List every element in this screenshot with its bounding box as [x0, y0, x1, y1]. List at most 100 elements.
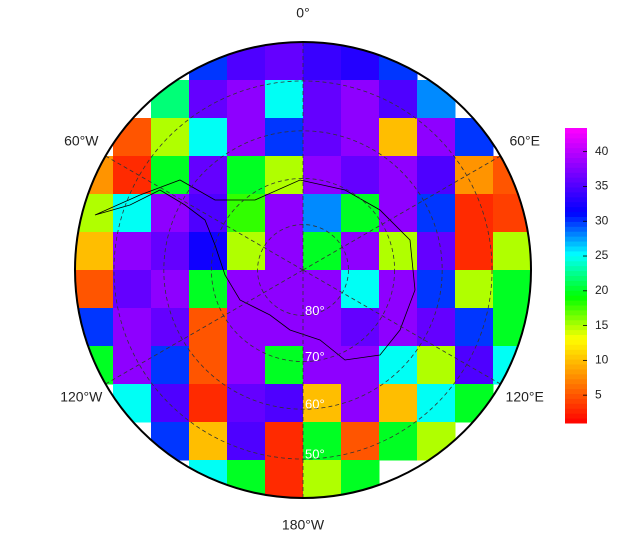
colorbar-swatch [565, 364, 587, 370]
colorbar-swatch [565, 354, 587, 360]
raster-cell [455, 270, 494, 309]
raster-cell [493, 156, 531, 195]
colorbar-swatch [565, 226, 587, 232]
raster-cell [227, 422, 266, 461]
colorbar-swatch [565, 418, 587, 424]
raster-cell [75, 232, 114, 271]
raster-cell [227, 156, 266, 195]
colorbar-swatch [565, 398, 587, 404]
colorbar-swatch [565, 378, 587, 385]
colorbar-swatch [565, 221, 587, 227]
colorbar-swatch [565, 324, 587, 331]
colorbar-swatch [565, 191, 587, 198]
colorbar-swatch [565, 152, 587, 158]
raster-cell [265, 346, 304, 385]
colorbar-swatch [565, 339, 587, 345]
raster-cell [227, 80, 266, 119]
raster-cell [303, 384, 342, 423]
colorbar-label: 15 [595, 318, 609, 332]
colorbar-swatch [565, 157, 587, 163]
raster-cell [379, 308, 418, 347]
colorbar-swatch [565, 147, 587, 154]
raster-cell [379, 194, 418, 233]
colorbar-swatch [565, 142, 587, 149]
raster-cell [455, 308, 494, 347]
raster-cell [75, 308, 114, 347]
raster-cell [379, 118, 418, 157]
raster-cell [75, 194, 114, 233]
raster-cell [189, 422, 228, 461]
colorbar-label: 30 [595, 213, 609, 227]
raster-cell [113, 346, 152, 385]
raster-cell [303, 118, 342, 157]
raster-cell [341, 42, 380, 81]
colorbar-swatch [565, 408, 587, 414]
colorbar-swatch [565, 250, 587, 257]
raster-cell [265, 42, 304, 81]
raster-cell [379, 422, 418, 461]
colorbar-swatch [565, 241, 587, 247]
colorbar-swatch [565, 132, 587, 139]
raster-cell [227, 346, 266, 385]
raster-cell [227, 194, 266, 233]
meridian [105, 155, 304, 271]
raster-cell [227, 460, 266, 498]
colorbar-swatch [565, 349, 587, 355]
colorbar-swatch [565, 177, 587, 183]
raster-cell [265, 384, 304, 423]
raster-cell [189, 308, 228, 347]
parallel [163, 130, 443, 410]
raster-cell [189, 460, 228, 498]
raster-cell [341, 194, 380, 233]
raster-cell [265, 80, 304, 119]
raster-cell [341, 156, 380, 195]
raster-cell [113, 156, 152, 195]
raster-cell [189, 156, 228, 195]
raster-cell [455, 156, 494, 195]
colorbar-swatch [565, 236, 587, 242]
raster-cell [379, 80, 418, 119]
meridian-label: 60°E [509, 133, 540, 149]
raster-cell [379, 270, 418, 309]
parallel-label: 80° [305, 303, 325, 318]
raster-cell [265, 460, 304, 498]
colorbar-label: 5 [595, 387, 602, 401]
raster-cell [417, 384, 456, 423]
raster-cell [303, 80, 342, 119]
colorbar-swatch [565, 300, 587, 306]
colorbar-swatch [565, 182, 587, 188]
raster-cell [455, 232, 494, 271]
raster-cell [265, 156, 304, 195]
colorbar-swatch [565, 206, 587, 213]
raster-cell [493, 232, 531, 271]
raster-cell [341, 346, 380, 385]
raster-cell [189, 384, 228, 423]
meridian-label: 180°W [282, 517, 325, 533]
raster-cell [417, 232, 456, 271]
colorbar-swatch [565, 216, 587, 222]
raster-cell [189, 270, 228, 309]
parallel-label: 60° [305, 397, 325, 412]
raster-cell [265, 422, 304, 461]
colorbar-label: 40 [595, 144, 609, 158]
meridian-label: 120°W [60, 389, 103, 405]
raster-cell [341, 460, 380, 498]
meridian [105, 269, 304, 385]
colorbar-swatch [565, 319, 587, 326]
colorbar-swatch [565, 344, 587, 350]
raster-cell [151, 232, 190, 271]
colorbar-swatch [565, 305, 587, 311]
raster-cell [151, 118, 190, 157]
colorbar-swatch [565, 403, 587, 409]
raster-cell [265, 194, 304, 233]
raster-cell [75, 270, 114, 309]
colorbar-swatch [565, 314, 587, 321]
raster-cell [341, 422, 380, 461]
raster-cell [75, 156, 114, 195]
raster-cell [265, 270, 304, 309]
colorbar-swatch [565, 167, 587, 173]
colorbar-swatch [565, 275, 587, 281]
colorbar-swatch [565, 373, 587, 380]
colorbar-swatch [565, 196, 587, 203]
meridian-label: 0° [296, 5, 309, 21]
